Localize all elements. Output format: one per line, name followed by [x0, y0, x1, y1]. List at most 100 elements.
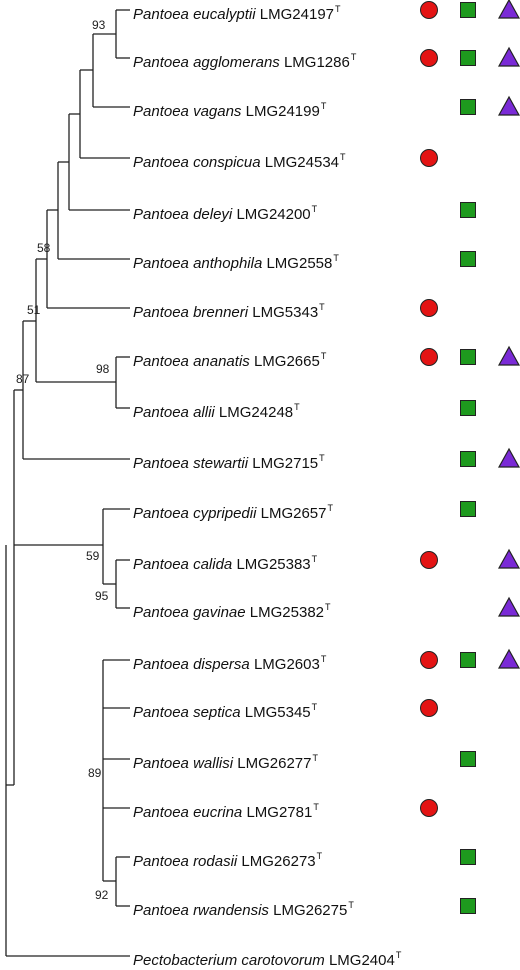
green-square-marker	[460, 349, 476, 365]
bootstrap-value: 51	[27, 303, 41, 317]
strain-id: LMG26277	[237, 755, 312, 772]
green-square-marker	[460, 849, 476, 865]
red-circle-marker	[420, 348, 438, 366]
genus-name: Pantoea	[133, 404, 189, 421]
taxon-label: Pantoea ananatis LMG2665T	[133, 348, 326, 371]
type-strain-superscript: T	[327, 503, 333, 513]
taxon-label: Pantoea septica LMG5345T	[133, 699, 317, 722]
species-name: rodasii	[193, 853, 238, 870]
taxon-label: Pantoea wallisi LMG26277T	[133, 750, 318, 773]
taxon-label: Pantoea conspicua LMG24534T	[133, 149, 346, 172]
type-strain-superscript: T	[311, 204, 318, 214]
strain-id: LMG1286	[283, 54, 350, 71]
bootstrap-value: 59	[86, 549, 100, 563]
green-square-marker	[460, 2, 476, 18]
taxon-label: Pantoea dispersa LMG2603T	[133, 651, 326, 674]
type-strain-superscript: T	[348, 900, 354, 910]
type-strain-superscript: T	[320, 101, 327, 111]
red-circle-marker	[420, 799, 438, 817]
genus-name: Pantoea	[133, 6, 189, 23]
strain-id: LMG2665	[253, 353, 320, 370]
red-circle-marker	[420, 149, 438, 167]
species-name: dispersa	[193, 656, 250, 673]
genus-name: Pantoea	[133, 103, 189, 120]
genus-name: Pantoea	[133, 455, 189, 472]
green-square-marker	[460, 652, 476, 668]
red-circle-marker	[420, 49, 438, 67]
genus-name: Pectobacterium	[133, 952, 238, 969]
species-name: ananatis	[193, 353, 250, 370]
species-name: conspicua	[193, 154, 261, 171]
type-strain-superscript: T	[395, 950, 402, 960]
red-circle-marker	[420, 299, 438, 317]
bootstrap-value: 58	[37, 241, 51, 255]
species-name: stewartii	[193, 455, 249, 472]
species-name: wallisi	[193, 755, 234, 772]
taxon-label: Pantoea eucalyptii LMG24197T	[133, 1, 341, 24]
taxon-label: Pantoea calida LMG25383T	[133, 551, 317, 574]
type-strain-superscript: T	[312, 753, 318, 763]
green-square-marker	[460, 202, 476, 218]
genus-name: Pantoea	[133, 755, 189, 772]
type-strain-superscript: T	[316, 851, 323, 861]
strain-id: LMG5345	[244, 704, 311, 721]
bootstrap-value: 89	[88, 766, 102, 780]
purple-triangle-marker	[497, 0, 520, 19]
green-square-marker	[460, 898, 476, 914]
genus-name: Pantoea	[133, 604, 189, 621]
type-strain-superscript: T	[294, 402, 300, 412]
species-name: anthophila	[193, 255, 263, 272]
genus-name: Pantoea	[133, 704, 189, 721]
species-name: calida	[193, 556, 233, 573]
taxon-label: Pantoea cypripedii LMG2657T	[133, 500, 333, 523]
species-name: eucrina	[193, 804, 243, 821]
type-strain-superscript: T	[319, 453, 325, 463]
strain-id: LMG2657	[260, 505, 327, 522]
type-strain-superscript: T	[319, 302, 325, 312]
green-square-marker	[460, 751, 476, 767]
green-square-marker	[460, 501, 476, 517]
strain-id: LMG2715	[252, 455, 319, 472]
strain-id: LMG2781	[246, 804, 313, 821]
taxon-label: Pantoea agglomerans LMG1286T	[133, 49, 356, 72]
purple-triangle-marker	[497, 596, 520, 617]
strain-id: LMG25383	[236, 556, 311, 573]
green-square-marker	[460, 50, 476, 66]
species-name: cypripedii	[193, 505, 257, 522]
purple-triangle-marker	[497, 548, 520, 569]
strain-id: LMG5343	[252, 304, 319, 321]
species-name: rwandensis	[193, 902, 269, 919]
strain-id: LMG24248	[218, 404, 294, 421]
green-square-marker	[460, 400, 476, 416]
taxon-label: Pantoea brenneri LMG5343T	[133, 299, 325, 322]
strain-id: LMG24197	[259, 6, 334, 23]
genus-name: Pantoea	[133, 556, 189, 573]
type-strain-superscript: T	[320, 351, 327, 361]
strain-id: LMG26273	[241, 853, 316, 870]
bootstrap-value: 93	[92, 18, 106, 32]
bootstrap-value: 98	[96, 362, 110, 376]
genus-name: Pantoea	[133, 304, 189, 321]
red-circle-marker	[420, 699, 438, 717]
taxon-label: Pantoea eucrina LMG2781T	[133, 799, 319, 822]
taxon-label: Pantoea deleyi LMG24200T	[133, 201, 317, 224]
strain-id: LMG2603	[253, 656, 320, 673]
species-name: deleyi	[193, 206, 233, 223]
strain-id: LMG24199	[245, 103, 320, 120]
taxon-label: Pantoea rodasii LMG26273T	[133, 848, 322, 871]
red-circle-marker	[420, 651, 438, 669]
green-square-marker	[460, 99, 476, 115]
taxon-label: Pectobacterium carotovorum LMG2404T	[133, 947, 401, 970]
taxon-label: Pantoea rwandensis LMG26275T	[133, 897, 354, 920]
species-name: septica	[193, 704, 241, 721]
type-strain-superscript: T	[320, 654, 327, 664]
strain-id: LMG2558	[266, 255, 333, 272]
bootstrap-value: 95	[95, 589, 109, 603]
species-name: brenneri	[193, 304, 249, 321]
type-strain-superscript: T	[325, 602, 331, 612]
type-strain-superscript: T	[335, 4, 341, 14]
taxon-label: Pantoea gavinae LMG25382T	[133, 599, 331, 622]
genus-name: Pantoea	[133, 54, 189, 71]
genus-name: Pantoea	[133, 853, 189, 870]
